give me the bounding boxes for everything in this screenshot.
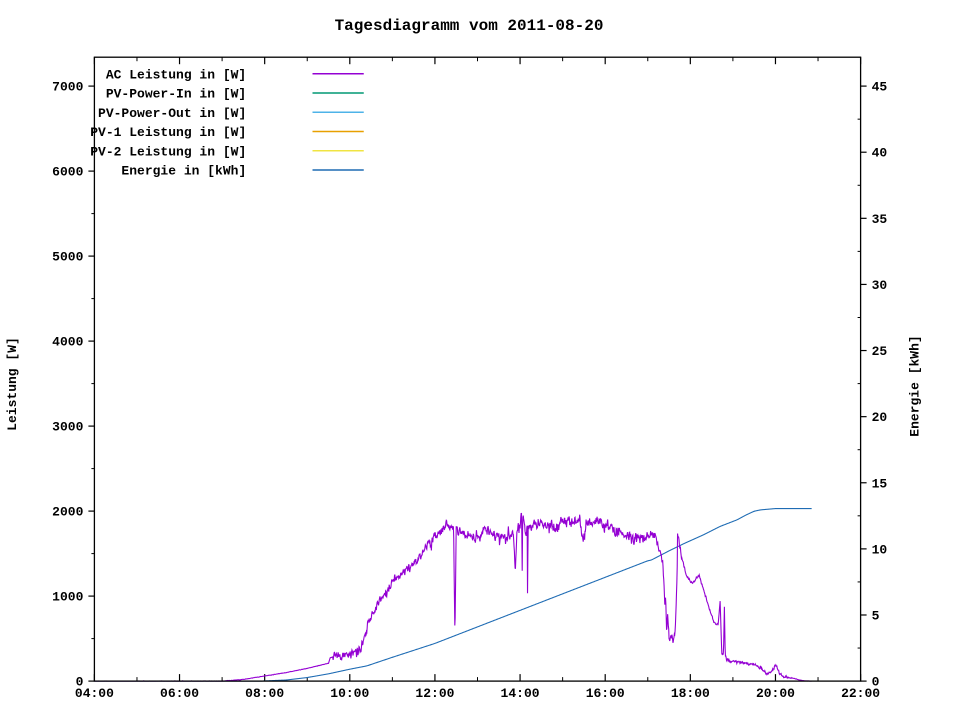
svg-text:PV-Power-Out in [W]: PV-Power-Out in [W]: [98, 106, 246, 121]
svg-text:20:00: 20:00: [756, 686, 795, 701]
svg-text:6000: 6000: [52, 165, 83, 180]
svg-text:15: 15: [872, 476, 888, 491]
svg-text:1000: 1000: [52, 590, 83, 605]
svg-text:20: 20: [872, 410, 888, 425]
svg-text:16:00: 16:00: [586, 686, 625, 701]
svg-text:Energie [kWh]: Energie [kWh]: [908, 335, 923, 436]
svg-text:22:00: 22:00: [841, 686, 880, 701]
svg-text:08:00: 08:00: [245, 686, 284, 701]
svg-text:06:00: 06:00: [160, 686, 199, 701]
svg-text:3000: 3000: [52, 420, 83, 435]
svg-text:2000: 2000: [52, 505, 83, 520]
svg-text:12:00: 12:00: [415, 686, 454, 701]
svg-text:PV-2 Leistung in [W]: PV-2 Leistung in [W]: [90, 144, 246, 159]
svg-text:7000: 7000: [52, 80, 83, 95]
svg-text:Energie in [kWh]: Energie in [kWh]: [121, 164, 246, 179]
svg-text:45: 45: [872, 80, 888, 95]
svg-text:5: 5: [872, 608, 880, 623]
svg-text:10: 10: [872, 542, 888, 557]
svg-text:14:00: 14:00: [501, 686, 540, 701]
svg-text:25: 25: [872, 344, 888, 359]
svg-text:35: 35: [872, 212, 888, 227]
svg-text:40: 40: [872, 146, 888, 161]
svg-text:18:00: 18:00: [671, 686, 710, 701]
svg-text:PV-1 Leistung in [W]: PV-1 Leistung in [W]: [90, 125, 246, 140]
svg-text:PV-Power-In in [W]: PV-Power-In in [W]: [106, 87, 246, 102]
svg-text:04:00: 04:00: [75, 686, 114, 701]
svg-text:4000: 4000: [52, 335, 83, 350]
svg-text:30: 30: [872, 278, 888, 293]
svg-text:AC Leistung in [W]: AC Leistung in [W]: [106, 67, 246, 82]
svg-text:5000: 5000: [52, 250, 83, 265]
svg-text:10:00: 10:00: [330, 686, 369, 701]
svg-text:Leistung [W]: Leistung [W]: [5, 337, 20, 431]
svg-text:Tagesdiagramm vom 2011-08-20: Tagesdiagramm vom 2011-08-20: [335, 17, 604, 35]
